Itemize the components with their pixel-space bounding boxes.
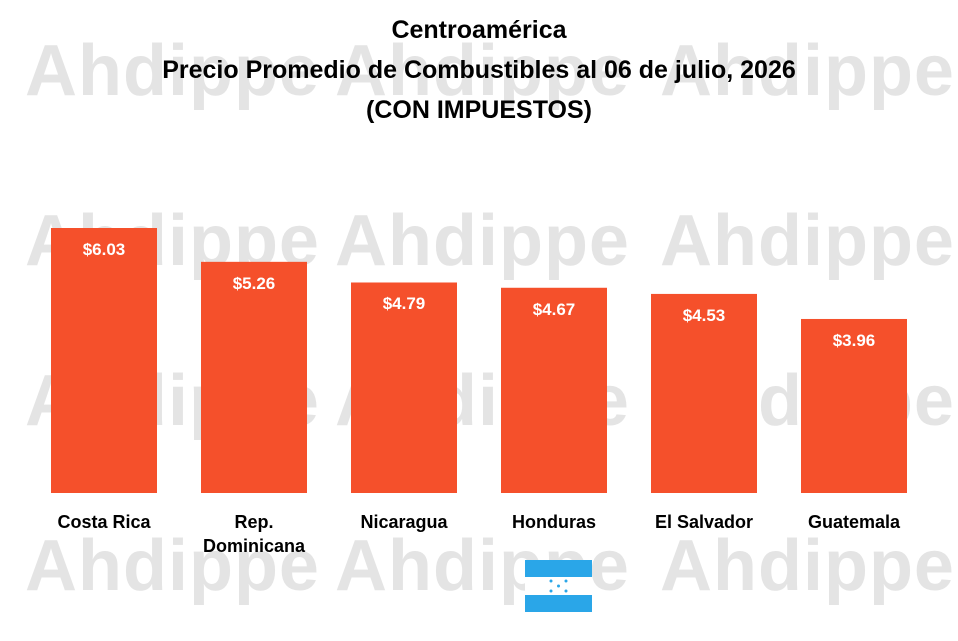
bar [801,318,907,493]
watermark: Ahdippe [660,201,955,281]
x-tick-label: Costa Rica [57,512,151,532]
watermark: Ahdippe [660,31,955,111]
value-label: $4.79 [382,294,426,314]
x-tick-label: Honduras [511,512,596,532]
value-label: $5.26 [232,273,276,293]
x-tick-label: El Salvador [654,512,754,532]
bar [201,261,307,493]
x-tick-label: Guatemala [807,512,901,532]
bar [501,287,607,493]
value-label: $4.67 [532,299,576,319]
flag [525,560,592,612]
chart-title: (CON IMPUESTOS) [366,96,592,124]
watermark: Ahdippe [25,31,320,111]
watermark: Ahdippe [25,526,320,606]
value-label: $6.03 [82,240,126,259]
bar [351,282,457,493]
watermark: Ahdippe [335,31,630,111]
watermark: Ahdippe [660,526,955,606]
x-tick-label: Rep. Dominicana [202,512,306,556]
value-label: $3.96 [832,330,876,350]
bar [51,228,157,493]
x-tick-label: Nicaragua [360,512,448,532]
value-label: $4.53 [682,305,726,325]
chart-title: Centroamérica [391,16,567,44]
bar [651,293,757,493]
watermark: Ahdippe [335,201,630,281]
chart-title: Precio Promedio de Combustibles al 06 de… [162,56,796,84]
